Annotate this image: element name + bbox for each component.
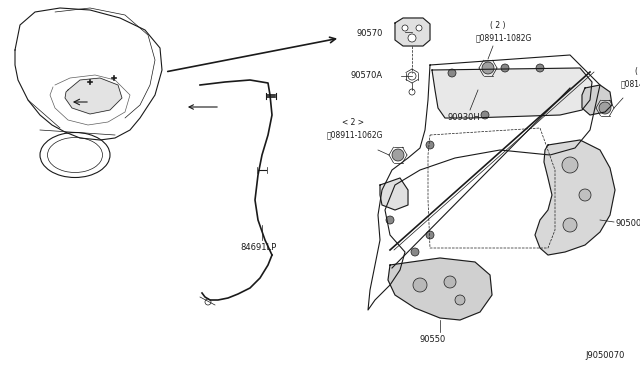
Polygon shape [380, 178, 408, 210]
Text: 84691LP: 84691LP [240, 244, 276, 253]
Circle shape [599, 102, 611, 114]
Circle shape [482, 62, 494, 74]
Text: ( 6 ): ( 6 ) [635, 67, 640, 76]
Circle shape [444, 276, 456, 288]
Polygon shape [432, 68, 592, 118]
Circle shape [455, 295, 465, 305]
Text: J9050070: J9050070 [586, 351, 625, 360]
Text: Ⓐ08146-8161G: Ⓐ08146-8161G [621, 79, 640, 88]
Circle shape [536, 64, 544, 72]
Circle shape [416, 25, 422, 31]
Circle shape [402, 25, 408, 31]
Text: 90570: 90570 [356, 29, 383, 38]
Circle shape [392, 149, 404, 161]
Polygon shape [65, 78, 122, 114]
Circle shape [386, 216, 394, 224]
Circle shape [408, 34, 416, 42]
Text: ⓝ08911-1062G: ⓝ08911-1062G [327, 130, 383, 139]
Circle shape [563, 218, 577, 232]
Circle shape [413, 278, 427, 292]
Circle shape [562, 157, 578, 173]
Circle shape [448, 69, 456, 77]
Circle shape [481, 111, 489, 119]
Circle shape [411, 248, 419, 256]
Text: 90550: 90550 [420, 336, 446, 344]
Text: < 2 >: < 2 > [342, 118, 364, 127]
Text: 90570A: 90570A [351, 71, 383, 80]
Text: ⓝ08911-1082G: ⓝ08911-1082G [476, 33, 532, 42]
Text: 90500: 90500 [616, 219, 640, 228]
Polygon shape [388, 258, 492, 320]
Circle shape [426, 231, 434, 239]
Text: 90930H: 90930H [448, 113, 481, 122]
Text: ( 2 ): ( 2 ) [490, 21, 506, 30]
Circle shape [501, 64, 509, 72]
Circle shape [426, 141, 434, 149]
Circle shape [579, 189, 591, 201]
Polygon shape [395, 18, 430, 46]
Polygon shape [535, 140, 615, 255]
Polygon shape [582, 85, 612, 115]
